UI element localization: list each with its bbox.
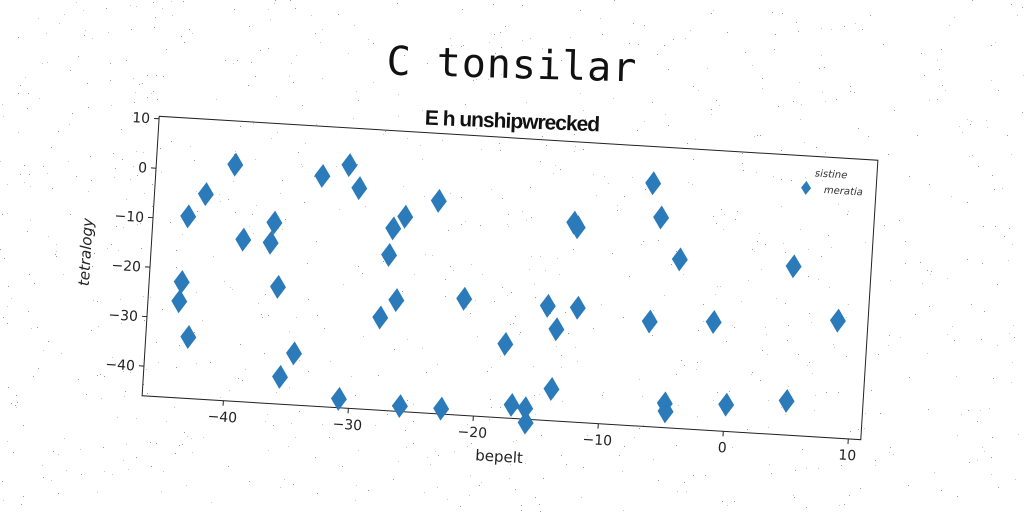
data-point (227, 152, 244, 177)
data-point (517, 396, 534, 421)
data-point (543, 377, 560, 402)
data-point (456, 286, 473, 311)
data-point (286, 341, 302, 366)
data-point (272, 364, 289, 389)
data-point (497, 332, 514, 356)
data-point (430, 188, 447, 213)
data-point (548, 317, 565, 342)
data-point (645, 171, 662, 196)
y-axis-label: tetralogy (75, 216, 97, 286)
data-point (391, 394, 408, 419)
data-point (266, 210, 283, 235)
data-point (330, 386, 347, 411)
x-axis-label: bepelt (475, 446, 524, 467)
data-point (314, 163, 331, 188)
legend: sistine meratia (801, 168, 864, 198)
data-point (829, 308, 846, 333)
x-tick-label: −20 (457, 424, 487, 442)
x-tick-label: 0 (717, 440, 727, 457)
legend-entry-meratia: meratia (824, 185, 864, 198)
data-point (385, 216, 402, 241)
y-tick-label: −40 (105, 357, 135, 375)
data-point (517, 410, 534, 435)
data-point (173, 270, 190, 294)
data-point (262, 230, 279, 255)
data-point (433, 396, 450, 421)
x-tick-label: −30 (332, 416, 362, 434)
legend-entry-sistine: sistine (815, 168, 848, 181)
data-point (397, 204, 414, 229)
data-point (539, 293, 556, 318)
data-point (388, 288, 405, 313)
data-point (778, 388, 795, 413)
data-point (197, 182, 214, 207)
data-point (503, 392, 520, 417)
data-point (180, 325, 197, 350)
x-tick-label: 10 (838, 447, 857, 464)
data-point (341, 153, 358, 178)
data-point (671, 247, 688, 272)
data-point (381, 242, 398, 267)
x-tick-label: −40 (207, 409, 237, 427)
data-point (569, 215, 586, 240)
y-tick-label: 0 (138, 160, 148, 177)
y-tick-label: 10 (132, 110, 151, 127)
data-point (705, 310, 722, 334)
data-point (641, 309, 658, 334)
x-tick-label: −10 (582, 432, 612, 450)
data-point (351, 176, 368, 201)
y-tick-label: −10 (114, 208, 144, 226)
legend-marker-diamond (801, 180, 812, 195)
data-point (569, 295, 586, 320)
data-point (785, 254, 802, 279)
y-tick-label: −30 (108, 307, 138, 325)
data-point (235, 227, 252, 252)
data-point (171, 289, 188, 314)
data-point (657, 399, 674, 424)
data-point (372, 305, 389, 330)
data-point (718, 392, 735, 417)
data-point (653, 205, 670, 230)
data-point (270, 274, 286, 299)
y-tick-label: −20 (111, 258, 141, 276)
data-point (180, 204, 197, 229)
plot-frame (141, 115, 879, 441)
